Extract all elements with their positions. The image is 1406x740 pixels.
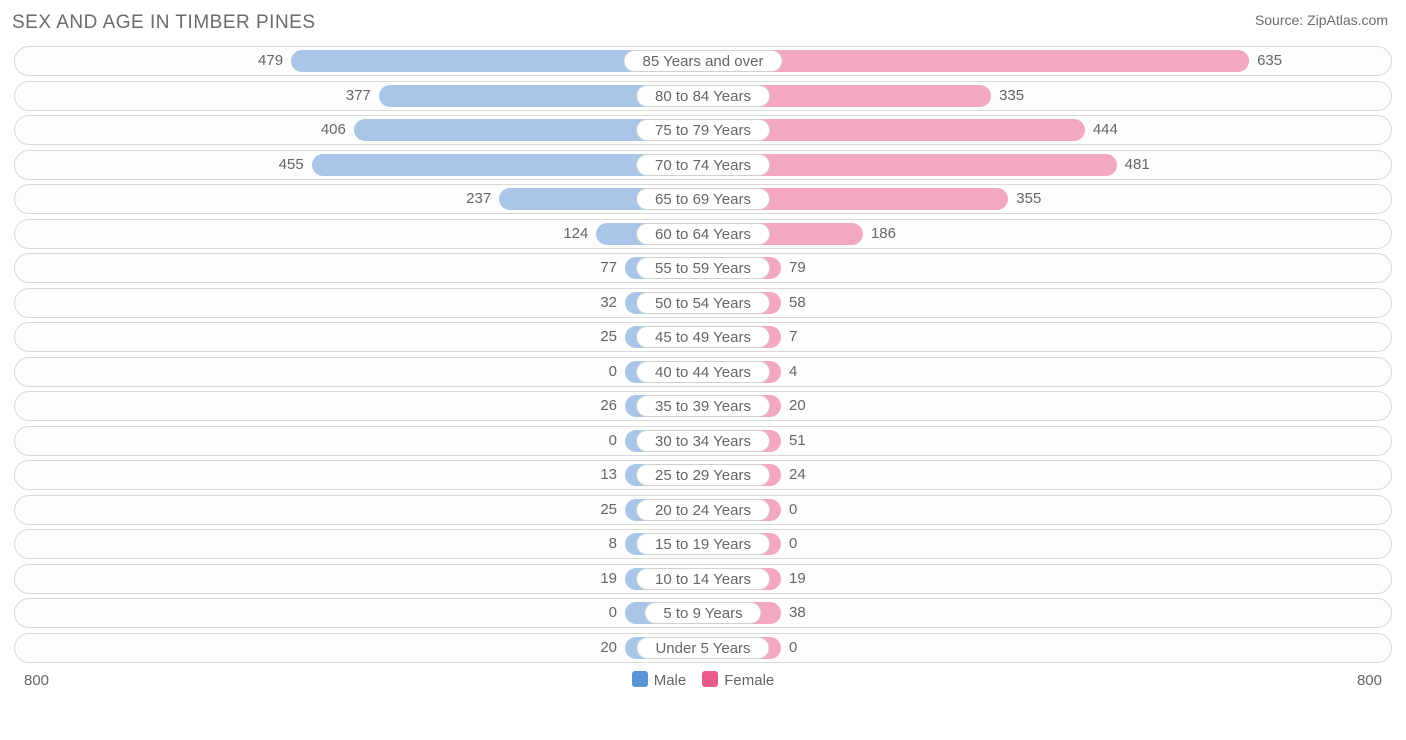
age-label: 15 to 19 Years: [636, 533, 770, 555]
female-value: 79: [789, 254, 806, 282]
age-label: 5 to 9 Years: [644, 602, 761, 624]
age-label: 55 to 59 Years: [636, 257, 770, 279]
age-label: 10 to 14 Years: [636, 568, 770, 590]
female-value: 635: [1257, 47, 1282, 75]
male-value: 20: [600, 634, 617, 662]
age-row: 25 7 45 to 49 Years: [14, 322, 1392, 352]
male-swatch-icon: [632, 671, 648, 687]
female-value: 51: [789, 427, 806, 455]
male-value: 26: [600, 392, 617, 420]
female-value: 444: [1093, 116, 1118, 144]
female-value: 24: [789, 461, 806, 489]
age-row: 237 355 65 to 69 Years: [14, 184, 1392, 214]
age-label: 70 to 74 Years: [636, 154, 770, 176]
age-label: 45 to 49 Years: [636, 326, 770, 348]
age-row: 0 51 30 to 34 Years: [14, 426, 1392, 456]
age-label: 25 to 29 Years: [636, 464, 770, 486]
female-value: 0: [789, 530, 797, 558]
female-value: 0: [789, 496, 797, 524]
age-label: 60 to 64 Years: [636, 223, 770, 245]
age-label: 30 to 34 Years: [636, 430, 770, 452]
female-value: 481: [1125, 151, 1150, 179]
male-value: 25: [600, 496, 617, 524]
age-label: 65 to 69 Years: [636, 188, 770, 210]
female-value: 19: [789, 565, 806, 593]
male-value: 77: [600, 254, 617, 282]
female-value: 0: [789, 634, 797, 662]
male-value: 377: [346, 82, 371, 110]
male-value: 19: [600, 565, 617, 593]
axis-max-left: 800: [24, 672, 49, 689]
male-value: 8: [609, 530, 617, 558]
age-row: 20 0 Under 5 Years: [14, 633, 1392, 663]
age-label: 75 to 79 Years: [636, 119, 770, 141]
legend: Male Female: [49, 671, 1357, 689]
female-swatch-icon: [702, 671, 718, 687]
population-pyramid: 47963585 Years and over37733580 to 84 Ye…: [0, 42, 1406, 663]
age-row: 8 0 15 to 19 Years: [14, 529, 1392, 559]
female-value: 7: [789, 323, 797, 351]
female-value: 355: [1016, 185, 1041, 213]
age-label: Under 5 Years: [636, 637, 769, 659]
age-label: 20 to 24 Years: [636, 499, 770, 521]
female-value: 20: [789, 392, 806, 420]
age-row: 124 186 60 to 64 Years: [14, 219, 1392, 249]
age-row: 77 79 55 to 59 Years: [14, 253, 1392, 283]
age-row: 0 4 40 to 44 Years: [14, 357, 1392, 387]
age-label: 50 to 54 Years: [636, 292, 770, 314]
female-value: 4: [789, 358, 797, 386]
age-row: 479 635 85 Years and over: [14, 46, 1392, 76]
age-label: 40 to 44 Years: [636, 361, 770, 383]
age-row: 406 444 75 to 79 Years: [14, 115, 1392, 145]
male-value: 124: [563, 220, 588, 248]
chart-title: SEX AND AGE IN TIMBER PINES: [12, 12, 316, 34]
age-row: 13 24 25 to 29 Years: [14, 460, 1392, 490]
age-row: 19 19 10 to 14 Years: [14, 564, 1392, 594]
age-row: 26 20 35 to 39 Years: [14, 391, 1392, 421]
male-value: 0: [609, 358, 617, 386]
male-value: 455: [279, 151, 304, 179]
age-label: 35 to 39 Years: [636, 395, 770, 417]
legend-male: Male: [632, 671, 687, 689]
age-row: 25 0 20 to 24 Years: [14, 495, 1392, 525]
age-label: 85 Years and over: [624, 50, 783, 72]
age-row: 377 335 80 to 84 Years: [14, 81, 1392, 111]
male-value: 479: [258, 47, 283, 75]
female-value: 186: [871, 220, 896, 248]
age-row: 32 58 50 to 54 Years: [14, 288, 1392, 318]
male-value: 406: [321, 116, 346, 144]
chart-source: Source: ZipAtlas.com: [1255, 12, 1388, 28]
female-value: 38: [789, 599, 806, 627]
age-label: 80 to 84 Years: [636, 85, 770, 107]
male-value: 237: [466, 185, 491, 213]
female-value: 58: [789, 289, 806, 317]
male-value: 0: [609, 427, 617, 455]
female-value: 335: [999, 82, 1024, 110]
age-row: 0 38 5 to 9 Years: [14, 598, 1392, 628]
male-value: 0: [609, 599, 617, 627]
age-row: 455 481 70 to 74 Years: [14, 150, 1392, 180]
male-value: 25: [600, 323, 617, 351]
legend-female: Female: [702, 671, 774, 689]
male-value: 32: [600, 289, 617, 317]
axis-max-right: 800: [1357, 672, 1382, 689]
male-value: 13: [600, 461, 617, 489]
